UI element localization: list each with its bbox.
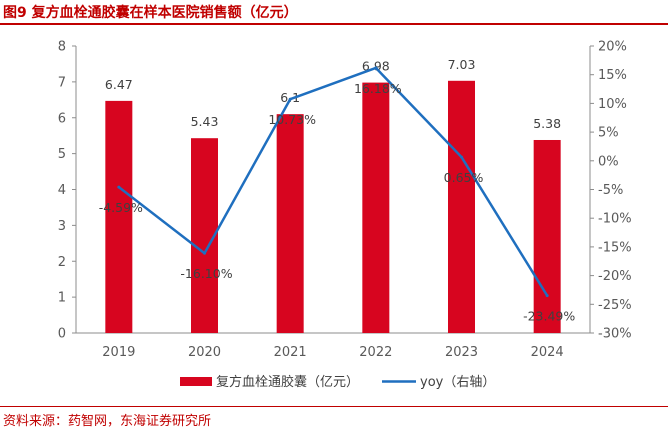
figure-title: 图9 复方血栓通胶囊在样本医院销售额（亿元） (3, 5, 298, 21)
right-axis-tick-label: -10% (598, 212, 632, 227)
bar-data-label: 6.47 (105, 77, 133, 92)
right-axis-tick-label: -5% (598, 183, 623, 198)
x-axis-tick-label: 2023 (445, 345, 478, 360)
right-axis-tick-label: 10% (598, 97, 627, 112)
yoy-point (203, 251, 206, 255)
legend-label-line: yoy（右轴） (420, 375, 495, 390)
yoy-line (118, 66, 549, 297)
right-axis-tick-label: -15% (598, 240, 632, 255)
bar (105, 100, 133, 333)
right-axis-tick-label: -25% (598, 298, 632, 313)
x-axis-tick-label: 2022 (359, 345, 392, 360)
right-axis-tick-label: 5% (598, 126, 619, 141)
yoy-point (460, 155, 463, 159)
yoy-point (374, 66, 378, 70)
right-axis-tick-label: 15% (598, 68, 627, 83)
left-axis-tick-label: 0 (58, 327, 66, 342)
x-axis-tick-label: 2021 (274, 345, 307, 360)
left-axis-tick-label: 2 (58, 255, 66, 270)
left-axis-tick-label: 6 (58, 111, 66, 126)
yoy-point (117, 185, 121, 189)
right-axis-tick-label: 0% (598, 154, 619, 169)
bar-data-label: 5.38 (533, 116, 561, 131)
bar-data-label: 5.43 (191, 114, 219, 129)
left-axis-tick-label: 5 (58, 147, 66, 162)
bar (448, 80, 475, 333)
bar (276, 114, 304, 333)
yoy-data-label: -23.49% (523, 309, 575, 324)
x-axis-tick-label: 2019 (102, 345, 135, 360)
bar (533, 139, 561, 333)
right-axis-tick-label: -20% (598, 269, 632, 284)
source-divider (0, 406, 668, 407)
x-axis-tick-label: 2024 (531, 345, 564, 360)
x-axis-tick-label: 2020 (188, 345, 221, 360)
bar-data-label: 7.03 (448, 57, 476, 72)
title-divider (0, 23, 668, 25)
left-axis-tick-label: 3 (58, 219, 66, 234)
bar-data-label: 6.1 (280, 90, 300, 105)
yoy-data-label: 16.18% (354, 81, 402, 96)
yoy-point (288, 97, 292, 101)
left-axis-tick-label: 7 (58, 75, 66, 90)
yoy-data-label: -16.10% (180, 266, 232, 281)
yoy-point (545, 294, 549, 298)
yoy-data-label: -4.59% (99, 200, 143, 215)
yoy-data-label: 10.73% (268, 112, 316, 127)
right-axis-tick-label: 20% (598, 40, 627, 55)
right-axis-tick-label: -30% (598, 327, 632, 342)
yoy-data-label: 0.65% (444, 170, 484, 185)
left-axis-tick-label: 4 (58, 183, 66, 198)
bar (362, 82, 390, 333)
left-axis-tick-label: 8 (58, 40, 66, 55)
legend-label-bar: 复方血栓通胶囊（亿元） (216, 374, 359, 390)
figure-source: 资料来源：药智网，东海证券研究所 (3, 414, 212, 429)
legend-swatch-bar (180, 377, 212, 386)
left-axis-tick-label: 1 (58, 291, 66, 306)
